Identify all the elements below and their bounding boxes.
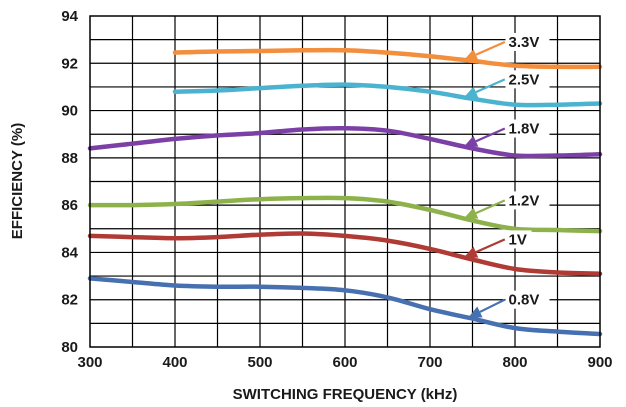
series-label-bg-3-3v	[505, 32, 550, 51]
series-arrowhead-1v	[464, 246, 479, 258]
y-tick-label: 92	[61, 55, 78, 72]
series-label-3-3v: 3.3V	[509, 34, 540, 51]
plot-frame	[89, 15, 601, 348]
series-label-bg-2-5v	[505, 70, 550, 89]
series-arrow-2-5v	[475, 78, 506, 94]
x-tick-label: 900	[587, 354, 612, 371]
series-arrow-1-2v	[475, 199, 506, 215]
x-tick-label: 400	[162, 354, 187, 371]
series-arrow-1v	[475, 238, 506, 254]
y-tick-labels: 80 82 84 86 88 90 92 94	[61, 8, 78, 356]
x-tick-label: 800	[502, 354, 527, 371]
x-tick-labels: 300 400 500 600 700 800 900	[77, 354, 612, 371]
y-axis-title: EFFICIENCY (%)	[9, 123, 26, 239]
series-line-1v	[87, 231, 603, 276]
series-arrow-1-8v	[475, 127, 506, 143]
y-tick-label: 86	[61, 197, 78, 214]
series-labels: 3.3V 2.5V 1.8V 1.2V 1V 0.8V	[464, 32, 550, 318]
x-tick-label: 700	[417, 354, 442, 371]
series-line-0-8v	[87, 276, 603, 337]
series-arrow-0-8v	[479, 298, 506, 313]
series-arrow-3-3v	[475, 40, 506, 56]
series-line-3-3v	[172, 47, 603, 70]
series-arrowhead-2-5v	[464, 86, 479, 98]
series-line-2-5v	[172, 82, 603, 108]
series-arrowhead-1-8v	[464, 135, 479, 147]
x-tick-label: 600	[332, 354, 357, 371]
x-axis-title: SWITCHING FREQUENCY (kHz)	[233, 386, 458, 403]
series-label-1-2v: 1.2V	[509, 192, 540, 209]
y-tick-label: 90	[61, 103, 78, 120]
y-tick-label: 88	[61, 150, 78, 167]
y-tick-label: 84	[61, 244, 78, 261]
x-tick-label: 300	[77, 354, 102, 371]
series-arrowhead-1-2v	[464, 207, 479, 219]
series-arrowhead-3-3v	[464, 49, 479, 61]
series-lines	[87, 47, 603, 337]
series-label-0-8v: 0.8V	[509, 292, 540, 309]
series-arrowhead-0-8v	[468, 306, 483, 318]
series-label-1-8v: 1.8V	[509, 121, 540, 138]
series-label-1v: 1V	[509, 231, 527, 248]
y-tick-label: 82	[61, 292, 78, 309]
series-label-2-5v: 2.5V	[509, 71, 540, 88]
series-label-bg-1-2v	[505, 191, 550, 210]
series-label-bg-1-8v	[505, 119, 550, 138]
series-label-bg-0-8v	[505, 290, 550, 309]
x-tick-label: 500	[247, 354, 272, 371]
series-line-1-8v	[87, 126, 603, 159]
y-tick-label: 94	[61, 8, 78, 25]
y-tick-label: 80	[61, 339, 78, 356]
series-line-1-2v	[87, 195, 603, 234]
series-label-bg-1v	[505, 230, 532, 249]
